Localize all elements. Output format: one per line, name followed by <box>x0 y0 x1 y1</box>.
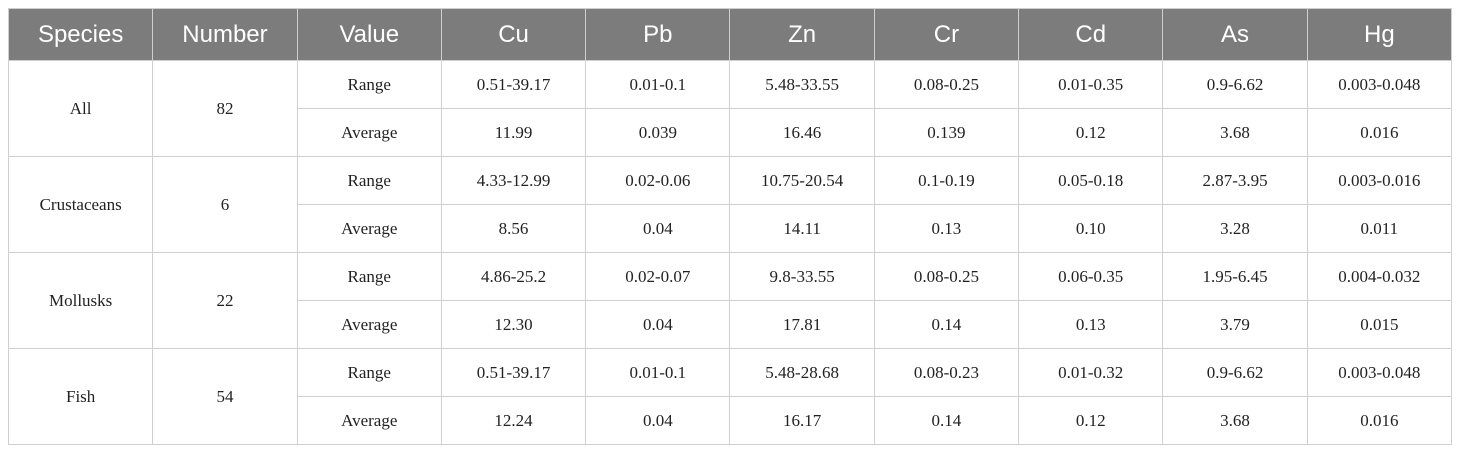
value-cell: 0.003-0.048 <box>1306 348 1453 397</box>
value-cell: 0.51-39.17 <box>440 60 587 109</box>
number-cell: 82 <box>152 60 298 157</box>
table-row: Mollusks 22 Range 4.86-25.2 0.02-0.07 9.8-33.… <box>7 252 1453 349</box>
value-cell: 3.28 <box>1162 204 1308 253</box>
value-label-cell: Range <box>296 156 442 205</box>
table-row: Fish 54 Range 0.51-39.17 0.01-0.1 5.48-28.68 0… <box>7 348 1453 445</box>
value-cell: 0.01-0.1 <box>585 60 731 109</box>
value-cell: 1.95-6.45 <box>1162 252 1308 301</box>
species-cell: Crustaceans <box>7 156 154 253</box>
table-body: All 82 Range 0.51-39.17 0.01-0.1 5.48-33.55 0.… <box>7 60 1453 445</box>
value-cell: 0.1-0.19 <box>873 156 1020 205</box>
value-cell: 0.02-0.06 <box>585 156 731 205</box>
value-cell: 16.46 <box>729 108 875 157</box>
value-cell: 0.12 <box>1018 396 1164 445</box>
header-cell: Value <box>296 8 442 61</box>
header-cell: Number <box>152 8 298 61</box>
value-label-cell: Range <box>296 348 442 397</box>
header-cell: Pb <box>585 8 731 61</box>
value-cell: 0.08-0.25 <box>873 252 1020 301</box>
value-label-cell: Range <box>296 60 442 109</box>
value-cell: 12.30 <box>440 300 587 349</box>
value-cell: 3.68 <box>1162 396 1308 445</box>
value-cell: 0.04 <box>585 300 731 349</box>
value-cell: 0.10 <box>1018 204 1164 253</box>
header-cell: Cr <box>873 8 1020 61</box>
data-table: Species Number Value Cu Pb Zn Cr Cd As Hg All 82 Ra… <box>7 8 1453 445</box>
value-cell: 3.68 <box>1162 108 1308 157</box>
value-cell: 0.02-0.07 <box>585 252 731 301</box>
value-cell: 0.06-0.35 <box>1018 252 1164 301</box>
value-cell: 10.75-20.54 <box>729 156 875 205</box>
value-cell: 0.04 <box>585 396 731 445</box>
value-cell: 0.139 <box>873 108 1020 157</box>
header-cell: As <box>1162 8 1308 61</box>
species-cell: All <box>7 60 154 157</box>
value-cell: 0.14 <box>873 300 1020 349</box>
species-cell: Mollusks <box>7 252 154 349</box>
value-cell: 0.01-0.32 <box>1018 348 1164 397</box>
value-cell: 0.9-6.62 <box>1162 348 1308 397</box>
number-cell: 54 <box>152 348 298 445</box>
value-cell: 0.016 <box>1306 108 1453 157</box>
value-cell: 0.01-0.1 <box>585 348 731 397</box>
value-cell: 0.003-0.016 <box>1306 156 1453 205</box>
value-label-cell: Average <box>296 108 442 157</box>
header-cell: Cd <box>1018 8 1164 61</box>
value-cell: 12.24 <box>440 396 587 445</box>
value-cell: 2.87-3.95 <box>1162 156 1308 205</box>
value-cell: 0.08-0.25 <box>873 60 1020 109</box>
table-row: Average 11.99 0.039 16.46 0.139 0.12 3.68 0.016 <box>9 108 1453 157</box>
table-row: All 82 Range 0.51-39.17 0.01-0.1 5.48-33.55 0.… <box>7 60 1453 157</box>
value-cell: 0.039 <box>585 108 731 157</box>
value-cell: 0.04 <box>585 204 731 253</box>
value-cell: 11.99 <box>440 108 587 157</box>
value-cell: 14.11 <box>729 204 875 253</box>
value-cell: 0.05-0.18 <box>1018 156 1164 205</box>
header-cell: Species <box>7 8 154 61</box>
value-cell: 0.015 <box>1306 300 1453 349</box>
value-cell: 0.13 <box>873 204 1020 253</box>
value-cell: 3.79 <box>1162 300 1308 349</box>
table-row: Average 12.24 0.04 16.17 0.14 0.12 3.68 0.016 <box>9 396 1453 445</box>
value-label-cell: Average <box>296 300 442 349</box>
value-cell: 0.51-39.17 <box>440 348 587 397</box>
value-label-cell: Average <box>296 204 442 253</box>
species-cell: Fish <box>7 348 154 445</box>
value-cell: 17.81 <box>729 300 875 349</box>
value-cell: 0.003-0.048 <box>1306 60 1453 109</box>
header-row: Species Number Value Cu Pb Zn Cr Cd As Hg <box>7 8 1453 61</box>
value-cell: 0.004-0.032 <box>1306 252 1453 301</box>
value-cell: 0.12 <box>1018 108 1164 157</box>
value-cell: 0.13 <box>1018 300 1164 349</box>
value-cell: 16.17 <box>729 396 875 445</box>
value-cell: 0.016 <box>1306 396 1453 445</box>
header-cell: Hg <box>1306 8 1453 61</box>
value-cell: 0.01-0.35 <box>1018 60 1164 109</box>
value-cell: 5.48-33.55 <box>729 60 875 109</box>
value-cell: 4.86-25.2 <box>440 252 587 301</box>
table-row: Average 12.30 0.04 17.81 0.14 0.13 3.79 0.015 <box>9 300 1453 349</box>
value-cell: 0.011 <box>1306 204 1453 253</box>
value-cell: 0.14 <box>873 396 1020 445</box>
number-cell: 22 <box>152 252 298 349</box>
number-cell: 6 <box>152 156 298 253</box>
value-label-cell: Range <box>296 252 442 301</box>
header-cell: Cu <box>440 8 587 61</box>
value-cell: 8.56 <box>440 204 587 253</box>
header-cell: Zn <box>729 8 875 61</box>
table-row: Crustaceans 6 Range 4.33-12.99 0.02-0.06 10.7… <box>7 156 1453 253</box>
value-cell: 5.48-28.68 <box>729 348 875 397</box>
table-head: Species Number Value Cu Pb Zn Cr Cd As Hg <box>7 8 1453 61</box>
value-cell: 4.33-12.99 <box>440 156 587 205</box>
value-label-cell: Average <box>296 396 442 445</box>
value-cell: 0.9-6.62 <box>1162 60 1308 109</box>
value-cell: 0.08-0.23 <box>873 348 1020 397</box>
value-cell: 9.8-33.55 <box>729 252 875 301</box>
table-row: Average 8.56 0.04 14.11 0.13 0.10 3.28 0.011 <box>9 204 1453 253</box>
